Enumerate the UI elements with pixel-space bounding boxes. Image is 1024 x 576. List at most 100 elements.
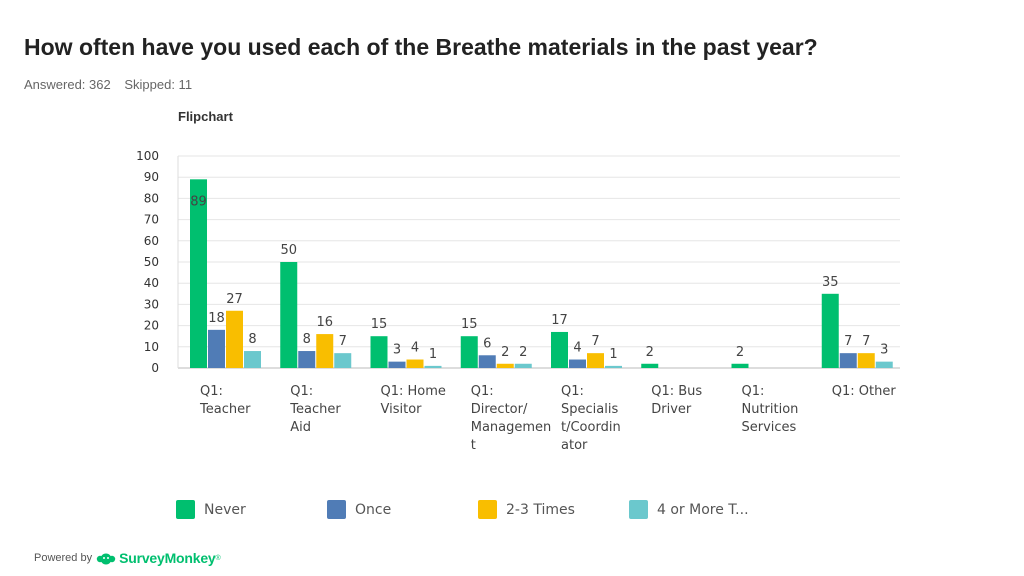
bar (208, 329, 225, 368)
data-label: 7 (844, 334, 852, 349)
legend-swatch (629, 500, 648, 519)
bar (460, 336, 478, 368)
skipped-count: Skipped: 11 (124, 77, 193, 92)
x-tick-label: Q1: (290, 384, 313, 399)
bar (244, 351, 261, 368)
x-tick-label: Nutrition (742, 402, 799, 417)
x-tick-label: Managemen (471, 420, 552, 435)
bar (875, 361, 893, 368)
y-tick-label: 10 (144, 340, 159, 354)
x-tick-label: Driver (651, 402, 692, 417)
x-tick-label: Services (742, 420, 797, 435)
x-tick-label: Q1: Home (381, 384, 446, 399)
y-tick-label: 70 (144, 213, 159, 227)
bar (587, 353, 604, 368)
data-label: 2 (646, 345, 654, 360)
y-tick-label: 20 (144, 319, 159, 333)
y-tick-label: 40 (144, 276, 159, 290)
data-label: 50 (280, 243, 297, 258)
answered-count: Answered: 362 (24, 77, 111, 92)
legend-label: Once (355, 501, 392, 518)
legend-swatch (176, 500, 195, 519)
bar (857, 353, 875, 368)
data-label: 4 (573, 341, 581, 356)
legend-label: Never (204, 501, 246, 518)
data-label: 7 (862, 334, 870, 349)
data-label: 15 (371, 317, 388, 332)
data-label: 89 (190, 194, 207, 209)
x-tick-label: Q1: (561, 384, 584, 399)
data-label: 1 (609, 347, 617, 362)
bar (514, 363, 532, 368)
data-label: 17 (551, 313, 568, 328)
data-label: 7 (339, 334, 347, 349)
legend-item: 4 or More T... (629, 500, 780, 519)
x-tick-label: Q1: (200, 384, 223, 399)
x-tick-label: t/Coordin (561, 420, 621, 435)
legend-item: Never (176, 500, 327, 519)
y-tick-label: 100 (136, 149, 159, 163)
bar (406, 359, 424, 368)
surveymonkey-logo-icon (96, 553, 116, 565)
data-label: 3 (880, 343, 888, 358)
bar (370, 336, 388, 368)
x-tick-label: Aid (290, 420, 311, 435)
bar (731, 363, 749, 368)
y-tick-label: 30 (144, 297, 159, 311)
legend-swatch (478, 500, 497, 519)
data-label: 2 (501, 345, 509, 360)
bar (334, 353, 352, 368)
x-tick-label: Q1: (742, 384, 765, 399)
response-stats: Answered: 362 Skipped: 11 (24, 77, 202, 92)
legend-item: Once (327, 500, 478, 519)
data-label: 2 (736, 345, 744, 360)
data-label: 7 (591, 334, 599, 349)
bar (226, 310, 243, 368)
brand-name: SurveyMonkey (119, 550, 216, 566)
bar (641, 363, 659, 368)
bar (316, 334, 334, 368)
data-label: 15 (461, 317, 478, 332)
brand-mark: ® (215, 554, 221, 562)
data-label: 6 (483, 336, 491, 351)
bar (839, 353, 857, 368)
legend-item: 2-3 Times (478, 500, 629, 519)
data-label: 35 (822, 275, 839, 290)
bar (605, 365, 622, 368)
bar (424, 365, 442, 368)
x-tick-label: Visitor (381, 402, 423, 417)
y-tick-label: 50 (144, 255, 159, 269)
data-label: 18 (208, 311, 225, 326)
x-tick-label: Q1: Other (832, 384, 897, 399)
data-label: 1 (429, 347, 437, 362)
y-tick-label: 0 (151, 361, 159, 375)
x-tick-label: Teacher (289, 402, 341, 417)
y-tick-label: 90 (144, 170, 159, 184)
x-tick-label: Q1: (471, 384, 494, 399)
bar (478, 355, 496, 368)
y-tick-label: 80 (144, 191, 159, 205)
bar (569, 359, 586, 368)
data-label: 4 (411, 341, 419, 356)
footer: Powered by SurveyMonkey ® (34, 550, 221, 566)
bar (551, 331, 568, 368)
data-label: 3 (393, 343, 401, 358)
legend-swatch (327, 500, 346, 519)
data-label: 27 (226, 292, 243, 307)
x-tick-label: Q1: Bus (651, 384, 702, 399)
bar (388, 361, 406, 368)
x-tick-label: Teacher (199, 402, 251, 417)
x-tick-label: t (471, 438, 476, 453)
bar (496, 363, 514, 368)
chart-legend: Never Once 2-3 Times 4 or More T... (176, 500, 780, 519)
bar (298, 351, 316, 368)
legend-label: 4 or More T... (657, 501, 749, 518)
x-tick-label: ator (561, 438, 588, 453)
data-label: 8 (248, 332, 256, 347)
y-tick-label: 60 (144, 234, 159, 248)
powered-by-text: Powered by (34, 552, 93, 564)
data-label: 2 (519, 345, 527, 360)
x-tick-label: Specialis (561, 402, 618, 417)
bar (190, 179, 207, 368)
